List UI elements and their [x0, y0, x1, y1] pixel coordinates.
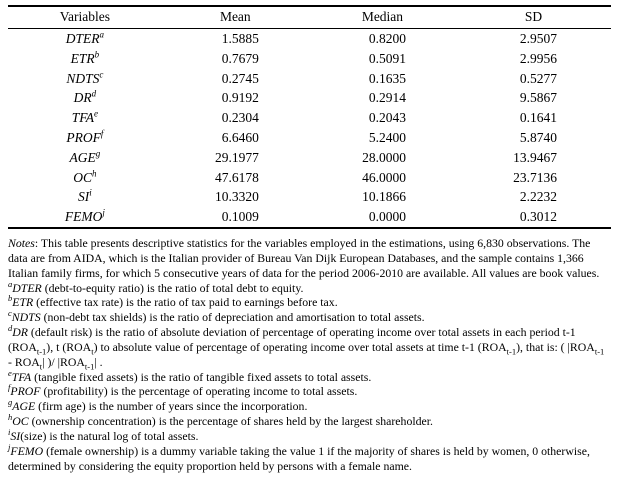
mean-cell: 47.6178: [214, 169, 259, 185]
table-row: TFAe 0.2304 0.2043 0.1641: [8, 108, 611, 128]
median-cell: 46.0000: [362, 169, 406, 185]
notes-section: Notes: This table presents descriptive s…: [8, 236, 611, 474]
table-row: OCh 47.6178 46.0000 23.7136: [8, 168, 611, 188]
variable-cell: FEMOj: [64, 207, 105, 225]
col-header-sd: SD: [456, 6, 611, 29]
sd-cell: 13.9467: [513, 149, 557, 165]
footnote-a: aDTER (debt-to-equity ratio) is the rati…: [8, 278, 304, 295]
mean-cell: 10.3320: [214, 189, 259, 205]
variable-cell: DRd: [73, 88, 97, 106]
footnote-h: hOC (ownership concentration) is the per…: [8, 412, 433, 429]
median-cell: 0.0000: [368, 209, 406, 225]
footnote-i: iSI(size) is the natural log of total as…: [8, 427, 199, 443]
notes-text: : This table presents descriptive statis…: [8, 235, 600, 280]
mean-cell: 0.1009: [221, 209, 259, 225]
descriptive-statistics-table: Variables Mean Median SD DTERa 1.5885 0.82…: [8, 5, 611, 229]
table-row: PROFf 6.6460 5.2400 5.8740: [8, 128, 611, 148]
sd-cell: 2.9507: [519, 31, 557, 46]
header-row: Variables Mean Median SD: [8, 6, 611, 29]
table-row: FEMOj 0.1009 0.0000 0.3012: [8, 207, 611, 228]
notes-paragraph: Notes: This table presents descriptive s…: [8, 236, 611, 281]
median-cell: 0.2043: [368, 110, 406, 126]
footnote-d: dDR (default risk) is the ratio of absol…: [8, 323, 605, 372]
footnote-b: bETR (effective tax rate) is the ratio o…: [8, 293, 338, 310]
mean-cell: 0.9192: [221, 90, 259, 106]
sd-cell: 2.9956: [519, 50, 557, 66]
sd-cell: 0.3012: [519, 209, 557, 225]
table-row: DTERa 1.5885 0.8200 2.9507: [8, 29, 611, 49]
col-header-variables: Variables: [8, 6, 162, 29]
notes-label: Notes: [8, 235, 35, 250]
sd-cell: 5.8740: [519, 129, 557, 145]
col-header-mean: Mean: [161, 6, 309, 29]
mean-cell: 0.2745: [221, 70, 259, 86]
sd-cell: 9.5867: [519, 90, 557, 106]
variable-cell: AGEg: [69, 148, 101, 165]
footnote-f: fPROF (profitability) is the percentage …: [8, 382, 358, 399]
median-cell: 0.2914: [368, 90, 406, 106]
mean-cell: 0.7679: [221, 50, 259, 66]
variable-cell: ETRb: [70, 49, 100, 66]
table-row: NDTSc 0.2745 0.1635 0.5277: [8, 69, 611, 89]
table-body: DTERa 1.5885 0.8200 2.9507 ETRb 0.7679 0.5091 2…: [8, 29, 611, 228]
mean-cell: 29.1977: [214, 149, 259, 165]
variable-cell: NDTSc: [66, 69, 104, 86]
footnotes-list: aDTER (debt-to-equity ratio) is the rati…: [8, 278, 611, 474]
median-cell: 10.1866: [362, 189, 406, 205]
variable-cell: PROFf: [66, 128, 104, 145]
mean-cell: 0.2304: [221, 110, 259, 126]
footnote-e: eTFA (tangible fixed assets) is the rati…: [8, 367, 372, 384]
sd-cell: 0.1641: [519, 110, 557, 126]
variable-cell: OCh: [73, 168, 97, 185]
variable-cell: SIi: [77, 187, 92, 205]
median-cell: 0.8200: [368, 31, 406, 46]
table-row: DRd 0.9192 0.2914 9.5867: [8, 88, 611, 108]
mean-cell: 6.6460: [221, 129, 259, 145]
sd-cell: 23.7136: [513, 169, 557, 185]
table-row: SIi 10.3320 10.1866 2.2232: [8, 187, 611, 207]
footnote-g: gAGE (firm age) is the number of years s…: [8, 397, 308, 414]
median-cell: 5.2400: [368, 129, 406, 145]
variable-cell: TFAe: [71, 108, 98, 126]
median-cell: 0.5091: [368, 50, 406, 66]
footnote-c: cNDTS (non-debt tax shields) is the rati…: [8, 308, 425, 325]
mean-cell: 1.5885: [221, 31, 259, 46]
table-row: AGEg 29.1977 28.0000 13.9467: [8, 148, 611, 168]
variable-cell: DTERa: [65, 29, 104, 46]
col-header-median: Median: [308, 6, 456, 29]
sd-cell: 2.2232: [519, 189, 557, 205]
median-cell: 28.0000: [362, 149, 406, 165]
sd-cell: 0.5277: [519, 70, 557, 86]
table-row: ETRb 0.7679 0.5091 2.9956: [8, 49, 611, 69]
footnote-j: jFEMO (female ownership) is a dummy vari…: [8, 441, 590, 473]
median-cell: 0.1635: [368, 70, 406, 86]
